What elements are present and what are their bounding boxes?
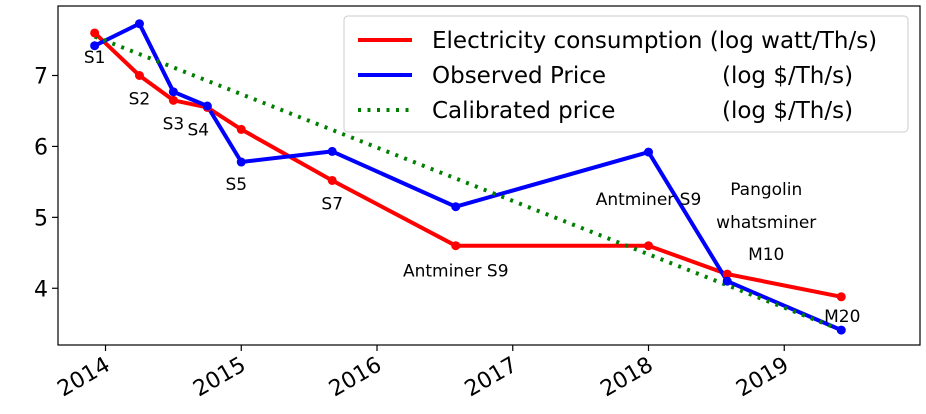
y-tick-label: 6 — [34, 135, 48, 160]
data-point-s0-9 — [836, 292, 846, 302]
legend-label: Calibrated price — [432, 98, 615, 124]
annotation-label: M20 — [824, 307, 860, 327]
data-point-s1-4 — [236, 157, 246, 167]
series-line-1 — [93, 21, 843, 332]
legend-label: Observed Price — [432, 63, 606, 89]
annotation-label: S2 — [129, 90, 151, 110]
series-layer — [90, 19, 846, 335]
y-tick-label: 4 — [34, 277, 48, 302]
y-tick-label: 5 — [34, 206, 48, 231]
data-point-s0-2 — [168, 95, 178, 105]
data-point-s1-0 — [90, 41, 100, 51]
data-point-s0-6 — [451, 241, 461, 251]
data-point-s1-1 — [134, 19, 144, 29]
data-point-s1-2 — [168, 87, 178, 97]
data-point-s1-6 — [451, 202, 461, 212]
annotation-label: whatsminer — [716, 213, 816, 233]
annotation-layer: S1 S2 S3 S4 S5 S7 Antminer S9 Antminer S9 Pangol… — [84, 48, 861, 327]
data-point-s1-8 — [722, 276, 732, 286]
legend-unit-label: (log $/Th/s) — [722, 63, 853, 89]
annotation-label: Antminer S9 — [596, 190, 702, 210]
legend-unit-label: (log $/Th/s) — [722, 98, 853, 124]
annotation-label: S1 — [84, 48, 106, 68]
legend-box — [343, 15, 909, 133]
annotation-label: Antminer S9 — [403, 262, 509, 282]
annotation-label: S4 — [188, 120, 210, 140]
data-point-s0-4 — [236, 124, 246, 134]
plot-frame — [57, 5, 921, 346]
annotation-label: S3 — [163, 114, 185, 134]
annotation-label: S7 — [321, 194, 343, 214]
y-tick-label: 7 — [34, 65, 48, 90]
legend-label: Electricity consumption (log watt/Th/s) — [432, 28, 877, 54]
data-point-s0-5 — [327, 175, 337, 185]
data-point-s0-0 — [90, 28, 100, 38]
data-point-s1-9 — [836, 325, 846, 335]
data-point-s1-7 — [644, 147, 654, 157]
data-point-s1-3 — [202, 101, 212, 111]
data-point-s0-8 — [722, 269, 732, 279]
data-point-s1-5 — [327, 146, 337, 156]
annotation-label: M10 — [748, 245, 784, 265]
annotation-label: S5 — [225, 175, 247, 195]
data-point-s0-7 — [644, 241, 654, 251]
series-line-2 — [93, 34, 843, 332]
legend: Electricity consumption (log watt/Th/s) O… — [343, 15, 909, 133]
data-point-s0-1 — [134, 71, 144, 81]
annotation-label: Pangolin — [730, 180, 802, 200]
